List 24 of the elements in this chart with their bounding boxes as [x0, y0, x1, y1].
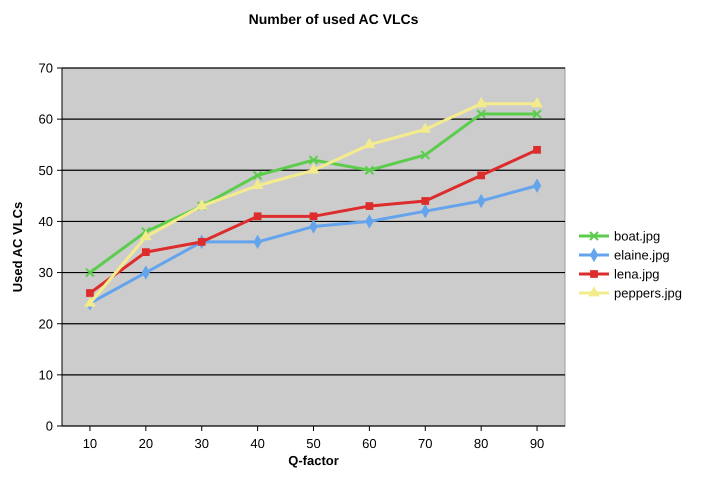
- y-tick-label: 0: [46, 418, 53, 434]
- y-tick-label: 60: [38, 112, 53, 127]
- x-tick-label: 20: [138, 436, 154, 451]
- y-tick-label: 10: [38, 367, 53, 382]
- y-tick-label: 50: [38, 162, 53, 178]
- x-tick-label: 90: [530, 436, 544, 451]
- legend-label: peppers.jpg: [614, 286, 682, 301]
- y-tick-label: 40: [38, 214, 53, 229]
- x-axis-title: Q-factor: [288, 453, 339, 468]
- y-tick-label: 20: [38, 316, 53, 332]
- legend-label: boat.jpg: [614, 228, 660, 244]
- y-axis-title: Used AC VLCs: [10, 202, 25, 292]
- x-tick-label: 70: [418, 436, 433, 451]
- chart-title: Number of used AC VLCs: [248, 11, 419, 27]
- y-tick-label: 30: [38, 265, 53, 280]
- legend-label: lena.jpg: [614, 266, 660, 282]
- x-tick-label: 60: [362, 436, 377, 451]
- x-tick-label: 30: [194, 436, 209, 451]
- y-tick-label: 70: [38, 60, 53, 76]
- x-tick-label: 10: [82, 436, 98, 451]
- x-tick-label: 80: [474, 436, 488, 451]
- x-tick-label: 40: [250, 436, 265, 451]
- x-tick-label: 50: [306, 436, 321, 451]
- legend-label: elaine.jpg: [614, 248, 670, 263]
